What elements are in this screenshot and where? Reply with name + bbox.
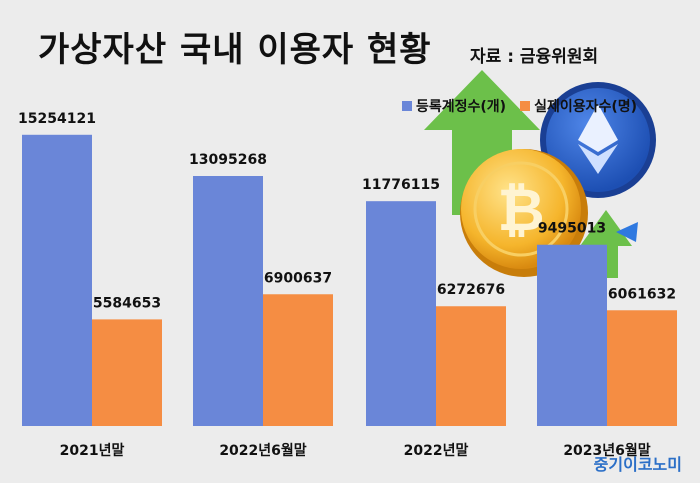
category-label: 2021년말 [60,443,125,459]
crypto-illustration: ₿ [424,70,656,278]
data-label: 13095268 [189,152,267,168]
data-label: 6272676 [437,282,505,298]
source-label: 자료 : 금융위원회 [470,47,599,67]
publisher-logo: 중기이코노미 [593,455,682,474]
legend: 등록계정수(개) 실제이용자수(명) [402,96,637,116]
legend-label: 실제이용자수(명) [534,99,638,115]
legend-item-accounts: 등록계정수(개) [402,96,506,116]
data-label: 5584653 [93,295,161,311]
data-label: 6061632 [608,286,676,302]
legend-swatch [520,101,531,111]
legend-item-users: 실제이용자수(명) [520,96,637,116]
bar-accounts [193,175,263,426]
data-label: 15254121 [18,111,96,127]
bar-accounts [366,201,436,426]
chart-title: 가상자산 국내 이용자 현황 [38,30,432,70]
bar-accounts [537,244,607,426]
bar-users [92,319,162,426]
category-labels-layer: 2021년말 2022년6월말 2022년말 2023년6월말 [60,442,651,459]
bars-layer [22,134,677,426]
svg-text:₿: ₿ [497,176,544,244]
bar-users [436,306,506,426]
bar-accounts [22,134,92,426]
category-label: 2023년6월말 [563,442,650,459]
cone-icon [616,222,638,242]
data-label: 9495013 [538,221,606,237]
legend-label: 등록계정수(개) [416,99,507,115]
legend-swatch [402,101,412,111]
value-labels-layer: 15254121 5584653 13095268 6900637 11776115 62… [18,111,676,312]
data-label: 6900637 [264,270,332,286]
bar-users [263,294,333,426]
category-label: 2022년말 [404,443,469,459]
bar-users [607,310,677,426]
category-label: 2022년6월말 [219,442,306,459]
arrow-up-icon [580,210,632,278]
data-label: 11776115 [362,177,440,193]
